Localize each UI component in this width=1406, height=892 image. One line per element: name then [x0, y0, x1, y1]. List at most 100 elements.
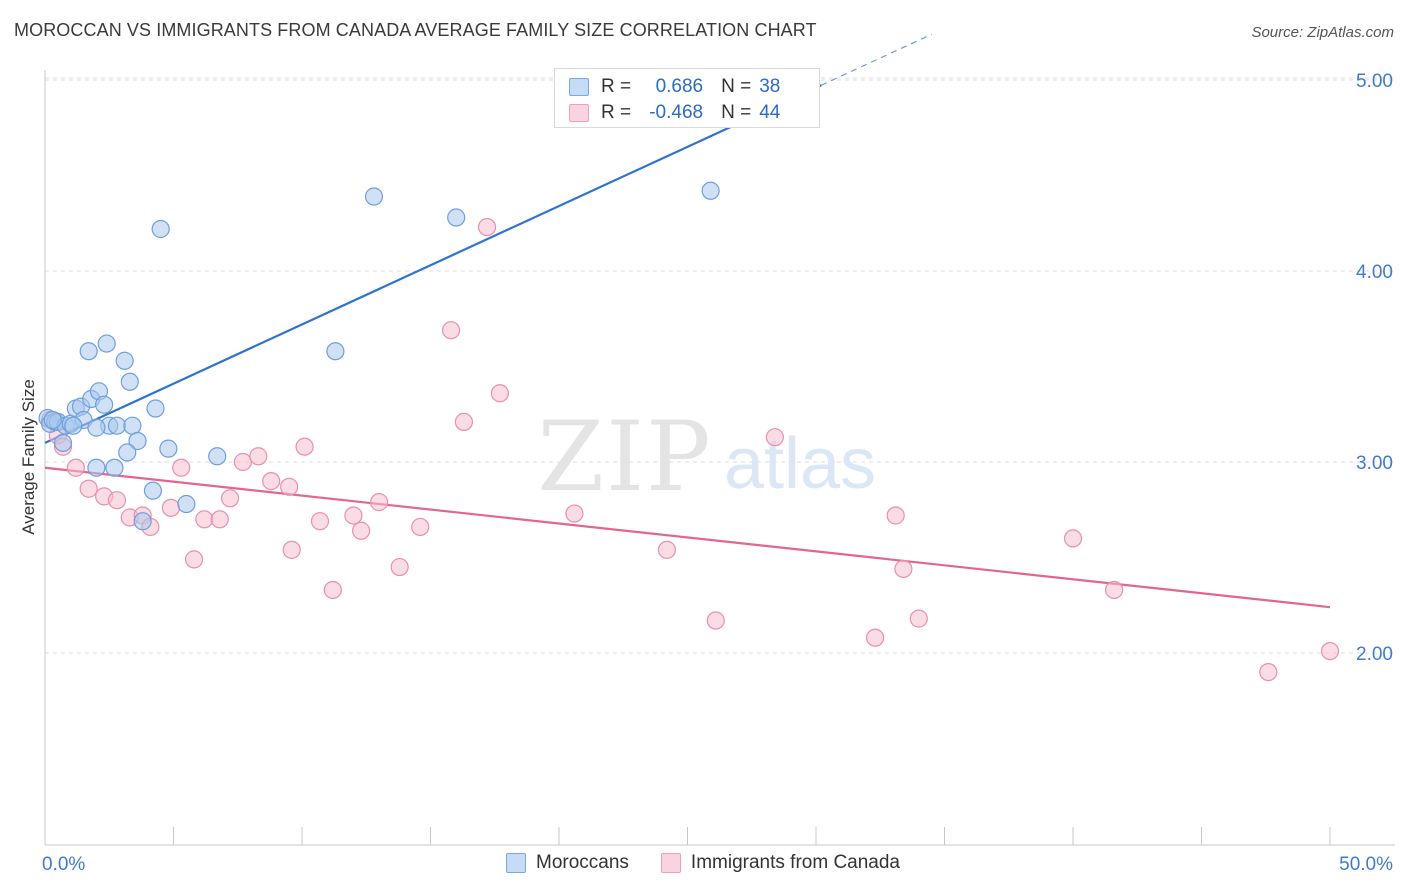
point-moroccans — [159, 439, 178, 458]
point-moroccans — [53, 433, 73, 452]
point-canada — [894, 559, 913, 579]
point-moroccans — [146, 399, 165, 418]
point-canada — [249, 447, 268, 466]
legend-swatch-canada — [660, 853, 681, 873]
point-canada — [370, 493, 389, 512]
point-canada — [280, 477, 299, 496]
legend-item-moroccans[interactable]: Moroccans — [506, 852, 629, 874]
point-canada — [1105, 580, 1124, 600]
point-canada — [233, 452, 252, 472]
point-canada — [344, 506, 363, 525]
point-canada — [477, 217, 497, 237]
point-moroccans — [447, 208, 466, 227]
point-moroccans — [128, 431, 147, 451]
point-moroccans — [208, 447, 227, 466]
point-canada — [1063, 529, 1083, 548]
chart-title: MOROCCAN VS IMMIGRANTS FROM CANADA AVERA… — [14, 20, 817, 40]
data-points — [38, 181, 1340, 682]
legend-n-value: 38 — [759, 76, 781, 97]
watermark-zip: ZIP — [537, 401, 712, 513]
source-credit: Source: ZipAtlas.com — [1251, 24, 1394, 41]
point-canada — [411, 517, 430, 537]
point-canada — [172, 458, 191, 477]
point-canada — [565, 504, 584, 523]
point-moroccans — [364, 187, 384, 206]
point-moroccans — [95, 395, 114, 414]
trend-line-moroccans — [44, 84, 822, 444]
legend-label-moroccans: Moroccans — [536, 852, 629, 873]
grid-lines — [45, 77, 1395, 654]
point-canada — [866, 628, 885, 647]
x-tick-label: 0.0% — [42, 854, 85, 875]
point-canada — [310, 512, 330, 531]
point-moroccans — [151, 219, 170, 239]
point-canada — [886, 506, 905, 525]
legend-item-canada[interactable]: Immigrants from Canada — [660, 852, 900, 874]
point-moroccans — [118, 443, 137, 462]
point-moroccans — [87, 418, 106, 437]
point-canada — [66, 458, 85, 477]
legend-swatch-moroccans — [506, 853, 526, 873]
point-canada — [184, 550, 204, 569]
legend-n-label: N = — [721, 102, 752, 123]
point-canada — [765, 428, 784, 447]
y-tick-label: 3.00 — [1356, 453, 1393, 474]
x-tick-label: 50.0% — [1339, 854, 1393, 875]
point-canada — [210, 510, 229, 529]
y-tick-label: 5.00 — [1356, 71, 1393, 92]
watermark: ZIP atlas — [537, 401, 876, 513]
point-moroccans — [97, 334, 116, 353]
legend-swatch-pink — [569, 104, 589, 122]
point-canada — [909, 609, 928, 628]
point-canada — [1320, 641, 1340, 661]
point-canada — [282, 540, 301, 559]
legend-row-moroccans: R = 0.686 N = 38 — [569, 74, 780, 100]
point-canada — [352, 521, 371, 540]
point-moroccans — [107, 416, 127, 435]
legend-label-canada: Immigrants from Canada — [690, 852, 900, 873]
point-canada — [220, 489, 240, 508]
point-moroccans — [105, 458, 124, 477]
point-canada — [441, 321, 461, 340]
point-moroccans — [115, 351, 134, 370]
point-moroccans — [87, 458, 106, 477]
point-canada — [323, 580, 342, 600]
correlation-legend: R = 0.686 N = 38 R = -0.468 N = 44 — [554, 68, 820, 128]
y-tick-label: 4.00 — [1356, 262, 1393, 283]
point-canada — [107, 491, 127, 510]
point-moroccans — [177, 494, 196, 514]
legend-r-label: R = — [601, 102, 632, 123]
legend-n-label: N = — [721, 76, 752, 97]
point-canada — [657, 540, 677, 559]
point-moroccans — [701, 181, 720, 200]
legend-swatch-blue — [569, 78, 589, 96]
point-canada — [390, 557, 409, 577]
legend-r-value: 0.686 — [655, 76, 704, 97]
point-canada — [454, 412, 474, 431]
point-moroccans — [123, 416, 142, 435]
series-legend: Moroccans Immigrants from Canada — [0, 852, 1406, 874]
tick-labels: 2.00 3.00 4.00 5.00 0.0% 50.0% — [42, 71, 1393, 875]
point-canada — [161, 498, 181, 517]
legend-r-label: R = — [601, 76, 632, 97]
point-moroccans — [120, 372, 139, 391]
point-canada — [1259, 662, 1278, 682]
point-moroccans — [79, 342, 98, 361]
legend-r-value: -0.468 — [649, 102, 704, 123]
point-canada — [295, 437, 314, 456]
point-moroccans — [43, 410, 62, 430]
point-canada — [195, 510, 214, 529]
legend-n-value: 44 — [759, 102, 781, 123]
y-axis-label: Average Family Size — [19, 379, 38, 535]
trend-line-moroccans-extension — [820, 33, 932, 86]
point-canada — [79, 479, 98, 498]
watermark-atlas: atlas — [724, 424, 876, 504]
point-canada — [706, 611, 725, 630]
point-canada — [262, 472, 281, 491]
point-moroccans — [64, 416, 83, 435]
point-moroccans — [133, 512, 152, 531]
y-tick-label: 2.00 — [1356, 644, 1393, 665]
point-moroccans — [143, 481, 163, 500]
point-canada — [490, 384, 509, 403]
